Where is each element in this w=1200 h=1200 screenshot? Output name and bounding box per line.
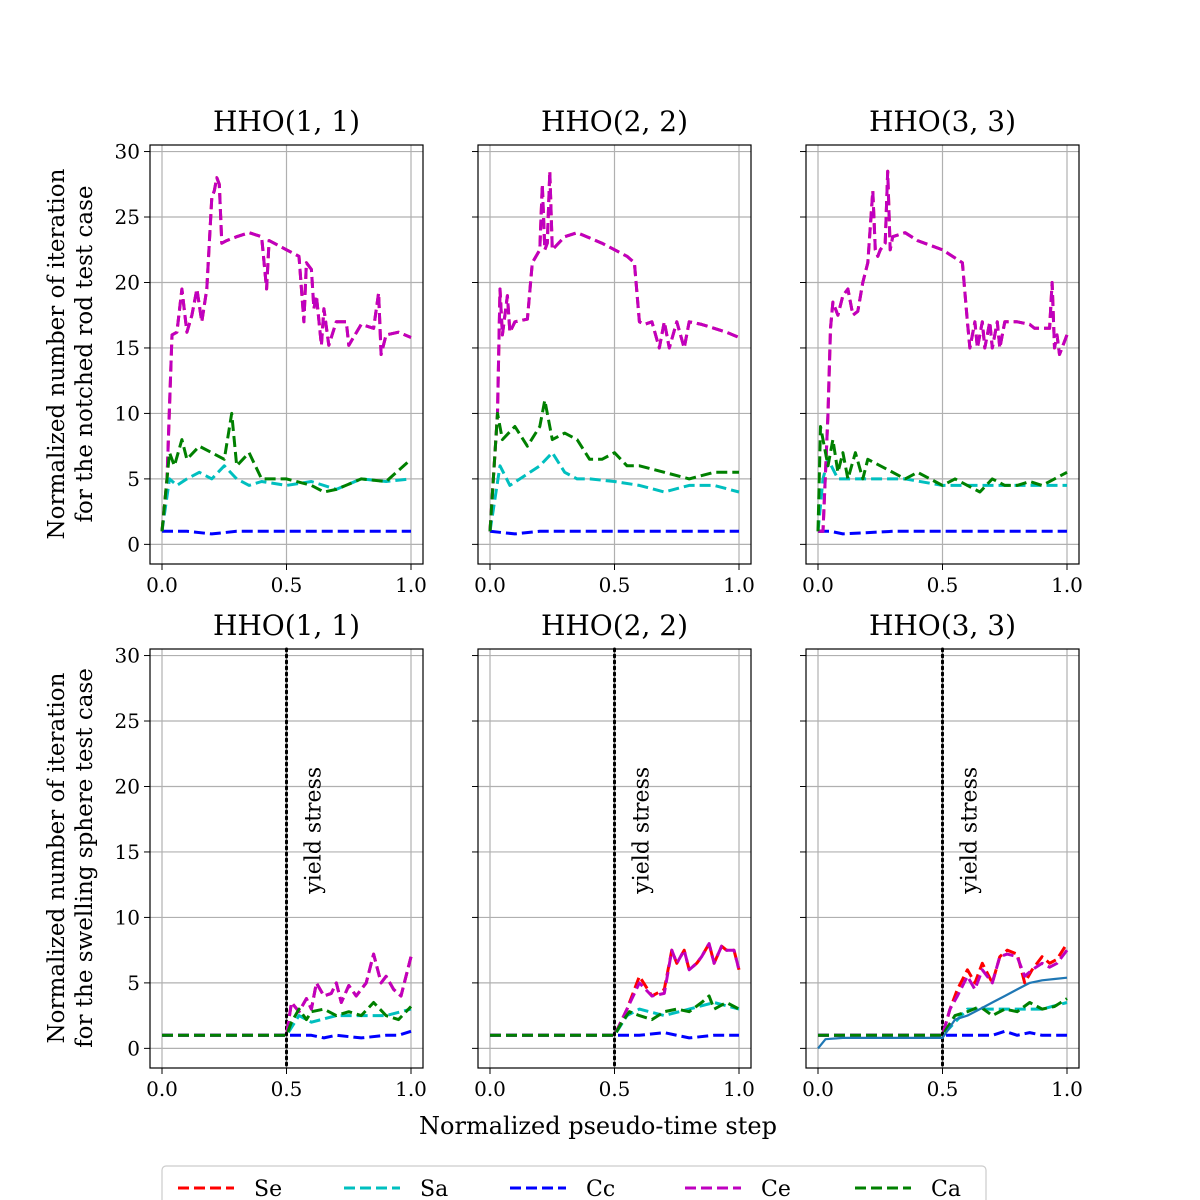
subplot-5: yield stress 0.0 0.5 1.0 HHO(2, 2) bbox=[472, 609, 755, 1101]
series-cc-line bbox=[818, 1029, 1067, 1037]
y-tick-label: 25 bbox=[115, 205, 140, 229]
subplot-1: 0.0 0.5 1.0 0 5 10 15 20 25 30 HHO(1, 1) bbox=[115, 105, 427, 597]
subplot-title: HHO(1, 1) bbox=[213, 105, 360, 138]
x-tick-label: 0.5 bbox=[599, 573, 631, 597]
x-tick-label: 0.0 bbox=[146, 1077, 178, 1101]
y-tick-label: 15 bbox=[115, 840, 140, 864]
series-ce-line bbox=[488, 169, 740, 532]
series-ce-line bbox=[818, 169, 1069, 533]
series-ce-line bbox=[160, 176, 412, 532]
x-tick-label: 1.0 bbox=[395, 1077, 427, 1101]
x-tick-label: 0.5 bbox=[599, 1077, 631, 1101]
subplot-title: HHO(2, 2) bbox=[541, 609, 688, 642]
series-group bbox=[490, 942, 741, 1040]
row-2-y-label-line-2: for the swelling sphere test case bbox=[72, 668, 98, 1048]
legend-entry-ca: Ca bbox=[855, 1177, 961, 1200]
series-cc-line bbox=[818, 529, 1067, 536]
x-tick-label: 0.5 bbox=[271, 573, 303, 597]
row-2-y-label-line-1: Normalized number of iteration bbox=[44, 672, 70, 1043]
subplot-grid: 0.0 0.5 1.0 0 5 10 15 20 25 30 HHO(1, 1) 0.0 0.5 1.0 H… bbox=[115, 105, 1083, 1101]
series-solid-line bbox=[817, 976, 1068, 1050]
row-2-y-axis-label: Normalized number of iteration for the s… bbox=[44, 668, 98, 1048]
legend-frame bbox=[161, 1165, 987, 1200]
series-ce-line bbox=[818, 949, 1069, 1037]
legend-label: Ce bbox=[761, 1177, 791, 1200]
subplot-title: HHO(2, 2) bbox=[541, 105, 688, 138]
y-tick-label: 20 bbox=[115, 270, 140, 294]
x-tick-label: 1.0 bbox=[1051, 573, 1083, 597]
y-tick-label: 25 bbox=[115, 709, 140, 733]
series-ca-line bbox=[818, 997, 1068, 1037]
series-ca-line bbox=[816, 425, 1068, 532]
yield-stress-label: yield stress bbox=[630, 767, 655, 895]
legend-label: Se bbox=[254, 1177, 282, 1200]
yield-stress-label: yield stress bbox=[302, 767, 327, 895]
x-tick-label: 1.0 bbox=[723, 573, 755, 597]
y-tick-label: 20 bbox=[115, 774, 140, 798]
legend-entry-cc: Cc bbox=[510, 1177, 615, 1200]
legend-entry-sa: Sa bbox=[344, 1177, 448, 1200]
y-tick-label: 0 bbox=[127, 1036, 140, 1060]
legend-label: Cc bbox=[586, 1177, 615, 1200]
series-group bbox=[162, 952, 413, 1040]
x-tick-label: 0.0 bbox=[474, 573, 506, 597]
y-tick-label: 10 bbox=[115, 401, 140, 425]
series-group bbox=[817, 942, 1069, 1050]
y-tick-label: 30 bbox=[115, 644, 140, 668]
subplot-2: 0.0 0.5 1.0 HHO(2, 2) bbox=[472, 105, 755, 597]
row-1-y-axis-label: Normalized number of iteration for the n… bbox=[44, 168, 98, 539]
x-tick-label: 0.5 bbox=[927, 1077, 959, 1101]
legend-items: Se Sa Cc Ce Ca bbox=[178, 1177, 961, 1200]
series-ce-line bbox=[162, 952, 413, 1037]
legend-entry-se: Se bbox=[178, 1177, 282, 1200]
subplot-3: 0.0 0.5 1.0 HHO(3, 3) bbox=[800, 105, 1083, 597]
x-tick-label: 1.0 bbox=[723, 1077, 755, 1101]
series-group bbox=[816, 169, 1069, 536]
subplot-4: yield stress 0.0 0.5 1.0 0 5 10 15 20 25 30 HHO(1, … bbox=[115, 609, 427, 1101]
subplot-title: HHO(3, 3) bbox=[869, 609, 1016, 642]
series-ce-line bbox=[490, 942, 741, 1037]
legend-label: Ca bbox=[931, 1177, 961, 1200]
x-tick-label: 1.0 bbox=[1051, 1077, 1083, 1101]
y-tick-label: 15 bbox=[115, 336, 140, 360]
series-sa-line bbox=[818, 1001, 1068, 1037]
subplot-title: HHO(3, 3) bbox=[869, 105, 1016, 138]
series-ca-line bbox=[488, 398, 739, 532]
series-cc-line bbox=[162, 529, 411, 536]
y-tick-label: 0 bbox=[127, 532, 140, 556]
subplot-6: yield stress 0.0 0.5 1.0 HHO(3, 3) bbox=[800, 609, 1083, 1101]
x-tick-label: 0.5 bbox=[271, 1077, 303, 1101]
x-tick-label: 0.5 bbox=[927, 573, 959, 597]
series-group bbox=[488, 169, 740, 536]
subplot-title: HHO(1, 1) bbox=[213, 609, 360, 642]
series-cc-line bbox=[162, 1029, 412, 1040]
row-1-y-label-line-1: Normalized number of iteration bbox=[44, 168, 70, 539]
series-ca-line bbox=[490, 994, 740, 1037]
y-tick-label: 10 bbox=[115, 905, 140, 929]
x-tick-label: 0.0 bbox=[474, 1077, 506, 1101]
legend-label: Sa bbox=[420, 1177, 448, 1200]
row-1-y-label-line-2: for the notched rod test case bbox=[72, 186, 98, 523]
series-se-line bbox=[818, 942, 1069, 1037]
y-tick-label: 5 bbox=[127, 467, 140, 491]
series-group bbox=[160, 176, 412, 536]
x-tick-label: 0.0 bbox=[802, 1077, 834, 1101]
series-cc-line bbox=[489, 529, 739, 536]
y-tick-label: 5 bbox=[127, 971, 140, 995]
x-tick-label: 1.0 bbox=[395, 573, 427, 597]
legend: Se Sa Cc Ce Ca bbox=[161, 1165, 987, 1200]
x-tick-label: 0.0 bbox=[146, 573, 178, 597]
series-ca-line bbox=[160, 411, 412, 532]
series-cc-line bbox=[490, 1031, 739, 1040]
x-tick-label: 0.0 bbox=[802, 573, 834, 597]
series-sa-line bbox=[488, 451, 740, 532]
x-axis-label: Normalized pseudo-time step bbox=[419, 1112, 777, 1140]
legend-entry-ce: Ce bbox=[685, 1177, 791, 1200]
series-ca-line bbox=[162, 1001, 413, 1037]
yield-stress-label: yield stress bbox=[958, 767, 983, 895]
y-tick-label: 30 bbox=[115, 140, 140, 164]
